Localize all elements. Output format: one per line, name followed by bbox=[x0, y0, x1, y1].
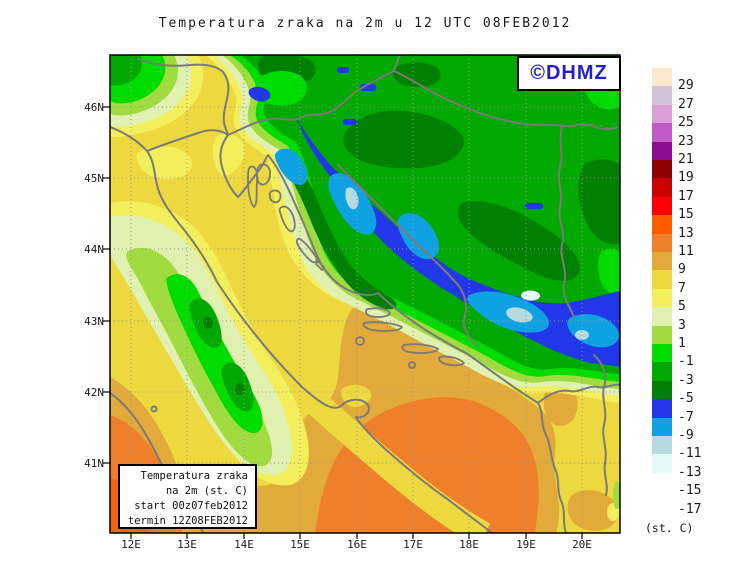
border-albania bbox=[593, 354, 608, 496]
colorbar-label: 17 bbox=[678, 188, 694, 204]
islands bbox=[247, 163, 465, 369]
colorbar-label: -9 bbox=[678, 428, 694, 443]
colorbar-label: 5 bbox=[678, 299, 686, 315]
east-adriatic-coast bbox=[146, 129, 567, 533]
colorbar-swatch bbox=[652, 417, 672, 436]
colorbar-swatch bbox=[652, 104, 672, 124]
border-italy-slovenia bbox=[137, 58, 230, 136]
border-montenegro bbox=[537, 383, 620, 404]
colorbar-label: 27 bbox=[678, 96, 694, 112]
legend-line: na 2m (st. C) bbox=[165, 485, 248, 497]
lon-label: 15E bbox=[290, 538, 310, 551]
lat-label: 43N bbox=[84, 315, 104, 328]
dhmz-watermark-box: ©DHMZ bbox=[517, 56, 621, 91]
colorbar-swatch bbox=[652, 307, 672, 326]
colorbar-swatch bbox=[652, 178, 672, 197]
colorbar-swatch bbox=[652, 141, 672, 160]
colorbar-label: -11 bbox=[678, 446, 702, 462]
colorbar-label: -3 bbox=[678, 372, 694, 388]
colorbar-label: 9 bbox=[678, 262, 686, 278]
legend-line: termin 12Z08FEB2012 bbox=[127, 515, 248, 527]
legend-box: Temperatura zraka na 2m (st. C) start 00… bbox=[118, 464, 257, 529]
colorbar-swatch bbox=[652, 325, 672, 344]
lon-label: 12E bbox=[121, 538, 141, 551]
colorbar-swatch bbox=[652, 270, 672, 289]
colorbar-swatch bbox=[652, 123, 672, 142]
colorbar-swatch bbox=[652, 160, 672, 179]
colorbar-label: -13 bbox=[678, 464, 702, 480]
colorbar-label: 7 bbox=[678, 280, 686, 296]
colorbar-swatch bbox=[652, 215, 672, 234]
colorbar-label: 23 bbox=[678, 133, 694, 149]
colorbar-swatch bbox=[652, 454, 672, 473]
colorbar-label: 21 bbox=[678, 152, 694, 167]
lon-label: 16E bbox=[347, 538, 367, 551]
border-serbia bbox=[557, 126, 575, 318]
lon-label: 13E bbox=[177, 538, 197, 551]
colorbar-swatch bbox=[652, 196, 672, 216]
colorbar-label: -7 bbox=[678, 409, 694, 425]
colorbar-label: -15 bbox=[678, 483, 702, 499]
colorbar-label: 13 bbox=[678, 225, 694, 241]
lat-label: 46N bbox=[84, 101, 104, 114]
page-title: Temperatura zraka na 2m u 12 UTC 08FEB20… bbox=[158, 16, 572, 31]
temperature-field bbox=[110, 55, 620, 533]
dark-green-patches bbox=[258, 55, 620, 355]
colorbar-label: -1 bbox=[678, 354, 694, 370]
border-slovenia-croatia bbox=[227, 70, 395, 136]
border-croatia-bosnia bbox=[337, 164, 479, 348]
colorbar-label: 11 bbox=[678, 244, 694, 259]
colorbar-label: 19 bbox=[678, 170, 694, 186]
colorbar-swatch bbox=[652, 436, 672, 455]
graticule-grid bbox=[110, 55, 620, 533]
lat-label: 41N bbox=[84, 457, 104, 470]
colorbar: 29 27 25 23 21 19 17 15 13 11 9 7 5 3 1 -1 -3 -5 -7 -9 -11 -1… bbox=[652, 0, 740, 582]
axis-ticks bbox=[103, 106, 583, 539]
lat-label: 44N bbox=[84, 243, 104, 256]
map-frame bbox=[109, 54, 621, 534]
legend-line: start 00z07feb2012 bbox=[134, 500, 248, 512]
lon-label: 19E bbox=[516, 538, 536, 551]
colorbar-swatch bbox=[652, 233, 672, 252]
lat-label: 42N bbox=[84, 386, 104, 399]
lon-label: 17E bbox=[403, 538, 423, 551]
apennines-cold-layers bbox=[110, 201, 309, 486]
colorbar-swatch bbox=[652, 252, 672, 271]
colorbar-label: -17 bbox=[678, 501, 702, 517]
lat-label: 45N bbox=[84, 172, 104, 185]
corner-alps-cluster bbox=[110, 55, 204, 137]
lon-label: 14E bbox=[234, 538, 254, 551]
colorbar-swatch bbox=[652, 399, 672, 418]
lon-label: 18E bbox=[459, 538, 479, 551]
colorbar-swatch bbox=[652, 472, 672, 492]
colorbar-label: -5 bbox=[678, 391, 694, 407]
colorbar-swatch bbox=[652, 288, 672, 308]
lon-label: 20E bbox=[572, 538, 592, 551]
colorbar-label: 3 bbox=[678, 317, 686, 333]
border-croatia-hungary bbox=[393, 70, 620, 131]
colorbar-swatch bbox=[652, 344, 672, 363]
colorbar-swatch bbox=[652, 380, 672, 400]
colorbar-swatch bbox=[652, 362, 672, 381]
colorbar-label: 29 bbox=[678, 78, 694, 94]
colorbar-label: 25 bbox=[678, 115, 694, 131]
colorbar-unit-label: (st. C) bbox=[645, 521, 694, 535]
dhmz-logo-text: ©DHMZ bbox=[530, 62, 608, 84]
legend-line: Temperatura zraka bbox=[140, 470, 248, 482]
colorbar-label: 15 bbox=[678, 207, 694, 223]
colorbar-swatch bbox=[652, 68, 672, 87]
italy-adriatic-coast bbox=[110, 126, 493, 533]
colorbar-label: 1 bbox=[678, 336, 686, 351]
colorbar-swatch bbox=[652, 86, 672, 105]
